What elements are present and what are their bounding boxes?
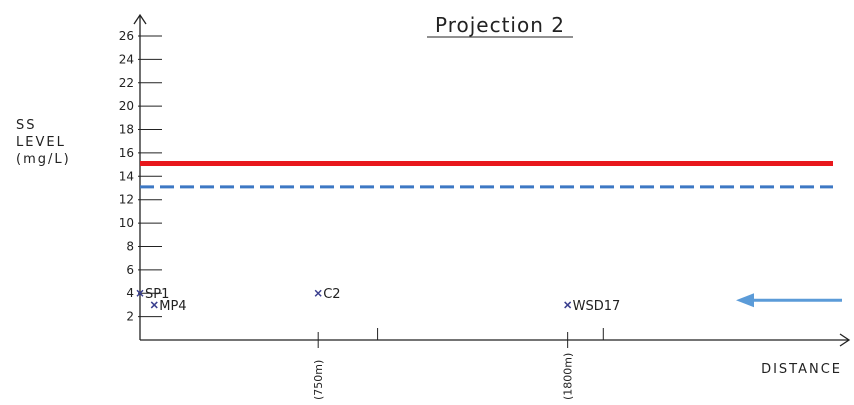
indicator-arrow-head: [736, 293, 754, 308]
y-tick-label: 14: [119, 169, 134, 183]
y-axis-label-line-3: (mg/L): [16, 152, 71, 167]
data-point-label: SP1: [145, 287, 169, 302]
chart-title: Projection 2: [435, 13, 565, 37]
y-axis-label-line-2: LEVEL: [16, 135, 66, 150]
data-point-label: MP4: [159, 299, 186, 314]
y-tick-label: 22: [119, 76, 134, 90]
x-axis-arrowhead: [839, 333, 851, 347]
x-marker-label: (750m): [312, 360, 325, 400]
y-tick-label: 24: [119, 52, 134, 66]
y-tick-label: 26: [119, 29, 134, 43]
y-axis-label-line-1: SS: [16, 118, 37, 133]
y-tick-label: 8: [126, 239, 134, 253]
y-tick-label: 2: [126, 310, 134, 324]
data-point-label: WSD17: [573, 299, 621, 314]
y-tick-label: 12: [119, 193, 134, 207]
data-point-marker: [314, 289, 322, 297]
data-point-marker: [150, 301, 158, 309]
data-point-marker: [136, 289, 144, 297]
x-marker-label: (1800m): [562, 353, 575, 400]
y-tick-label: 10: [119, 216, 134, 230]
y-axis-arrowhead: [133, 13, 147, 25]
y-tick-label: 20: [119, 99, 134, 113]
data-point-marker: [564, 301, 572, 309]
y-tick-label: 4: [126, 286, 134, 300]
data-point-label: C2: [323, 287, 340, 302]
y-tick-label: 6: [126, 263, 134, 277]
y-tick-label: 18: [119, 123, 134, 137]
x-axis-label: DISTANCE: [761, 362, 842, 377]
y-tick-label: 16: [119, 146, 134, 160]
